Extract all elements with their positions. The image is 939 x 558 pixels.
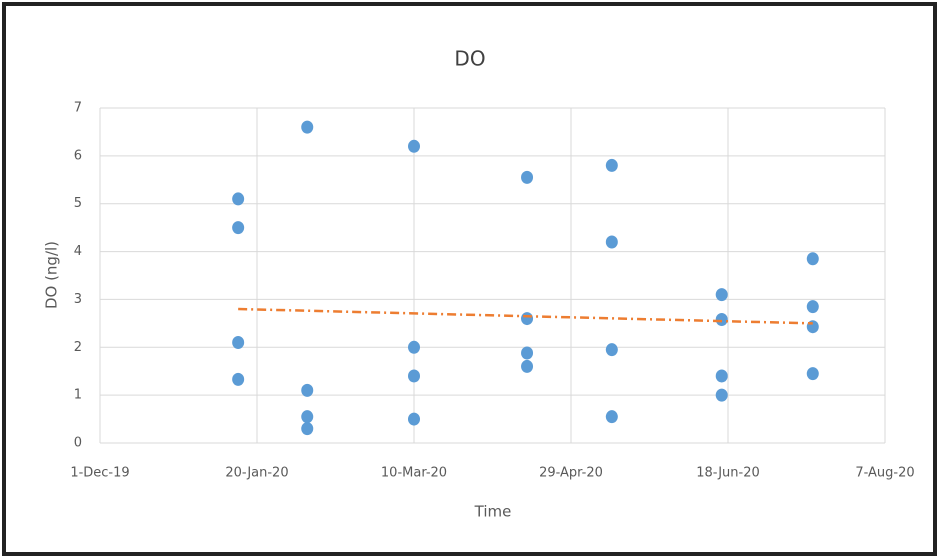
trendline bbox=[238, 307, 813, 325]
data-point bbox=[301, 410, 314, 424]
data-point bbox=[715, 369, 728, 383]
data-point bbox=[806, 300, 819, 314]
data-point bbox=[232, 192, 245, 206]
data-point bbox=[301, 120, 314, 134]
data-point bbox=[301, 422, 314, 436]
data-point bbox=[806, 252, 819, 266]
y-tick-label: 7 bbox=[74, 101, 82, 116]
data-point bbox=[521, 359, 534, 373]
x-tick-label: 18-Jun-20 bbox=[696, 466, 760, 481]
y-tick-label: 5 bbox=[74, 196, 82, 211]
x-axis-label: Time bbox=[474, 503, 512, 521]
y-tick-label: 6 bbox=[74, 148, 82, 163]
x-tick-label: 7-Aug-20 bbox=[855, 466, 914, 481]
data-point bbox=[408, 139, 420, 153]
data-point bbox=[605, 343, 618, 357]
data-point bbox=[408, 340, 420, 354]
data-point bbox=[715, 313, 728, 327]
y-tick-label: 1 bbox=[74, 388, 82, 403]
data-point bbox=[521, 346, 534, 360]
data-point bbox=[408, 412, 420, 426]
data-point bbox=[715, 288, 728, 302]
data-point bbox=[605, 158, 618, 172]
data-point bbox=[232, 372, 245, 386]
y-tick-label: 0 bbox=[74, 436, 82, 451]
data-point bbox=[605, 235, 618, 249]
data-point bbox=[521, 312, 534, 326]
data-point bbox=[521, 170, 534, 184]
data-point bbox=[301, 383, 314, 397]
x-tick-label: 20-Jan-20 bbox=[225, 466, 288, 481]
chart-title: DO bbox=[454, 47, 485, 71]
data-point bbox=[715, 388, 728, 402]
x-tick-label: 10-Mar-20 bbox=[381, 466, 447, 481]
data-point bbox=[806, 367, 819, 381]
data-point bbox=[232, 221, 245, 235]
data-point bbox=[408, 369, 420, 383]
y-tick-label: 3 bbox=[74, 292, 82, 307]
data-point bbox=[605, 410, 618, 424]
y-tick-label: 2 bbox=[74, 340, 82, 355]
data-point bbox=[232, 336, 245, 349]
y-tick-label: 4 bbox=[74, 244, 82, 259]
x-tick-label: 1-Dec-19 bbox=[70, 466, 129, 481]
y-axis-label: DO (ng/l) bbox=[43, 241, 61, 309]
x-tick-label: 29-Apr-20 bbox=[539, 466, 603, 481]
